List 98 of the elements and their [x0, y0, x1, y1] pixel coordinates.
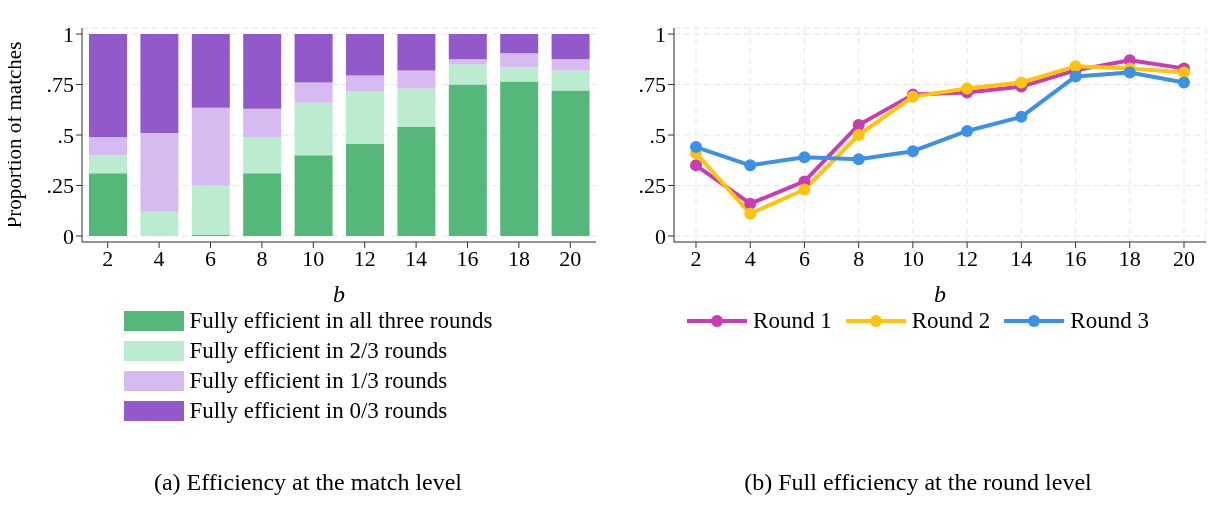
point: [744, 197, 757, 210]
bar: [89, 155, 127, 174]
bar: [89, 137, 127, 156]
y-tick-label: .25: [46, 173, 74, 199]
point: [744, 159, 757, 172]
y-tick-label: .75: [638, 72, 666, 98]
point: [852, 153, 865, 166]
bar: [191, 34, 230, 108]
bar: [448, 84, 487, 236]
bar: [397, 70, 436, 89]
x-tick-label: 10: [901, 245, 924, 271]
point: [1178, 76, 1190, 89]
bar: [89, 34, 127, 138]
x-tick-label: 6: [205, 245, 216, 271]
x-tick-label: 12: [353, 245, 376, 271]
legend-label: Fully efficient in 2/3 rounds: [189, 338, 448, 364]
bar: [551, 34, 590, 60]
legend-label: Round 1: [753, 308, 832, 334]
y-tick-label: 0: [63, 223, 74, 249]
bar: [346, 75, 384, 92]
bar: [346, 144, 384, 236]
x-tick-label: 4: [153, 245, 165, 271]
bar: [500, 34, 539, 54]
point: [906, 145, 919, 158]
legend-label: Fully efficient in all three rounds: [189, 308, 493, 334]
bar: [500, 53, 539, 68]
bar: [140, 34, 179, 133]
bar: [243, 137, 282, 174]
bar: [397, 126, 436, 236]
bar: [500, 81, 539, 236]
x-tick-label: 4: [744, 245, 756, 271]
bar: [448, 59, 487, 65]
bar: [89, 173, 127, 236]
x-tick-label: 2: [102, 245, 114, 271]
y-tick-label: .25: [638, 173, 666, 199]
bar: [397, 34, 436, 71]
x-tick-label: 18: [507, 245, 530, 271]
point: [961, 82, 974, 95]
point: [1178, 66, 1190, 79]
y-tick-label: .5: [57, 122, 74, 148]
bar: [397, 88, 436, 127]
bar: [346, 91, 384, 145]
bar: [551, 59, 590, 71]
x-axis-title: b: [934, 281, 946, 307]
bar: [551, 90, 590, 236]
legend-label: Round 2: [911, 308, 991, 334]
point: [961, 124, 974, 137]
text: (b) Full efficiency at the round level: [743, 469, 1093, 496]
bar: [294, 34, 333, 83]
point: [744, 207, 757, 220]
legend-label: Fully efficient in 1/3 rounds: [189, 368, 448, 394]
x-tick-label: 10: [302, 245, 325, 271]
point: [1123, 66, 1136, 79]
bar: [140, 132, 179, 212]
x-tick-label: 16: [456, 245, 479, 271]
bar: [191, 185, 230, 235]
point: [690, 159, 702, 172]
x-tick-label: 2: [690, 245, 702, 271]
bar: [243, 173, 282, 236]
y-tick-label: 1: [655, 21, 666, 47]
bar: [448, 64, 487, 85]
bar: [243, 34, 282, 109]
bar: [346, 34, 384, 76]
x-tick-label: 6: [798, 245, 810, 271]
x-tick-label: 8: [256, 245, 268, 271]
bar: [294, 82, 333, 103]
y-tick-label: 1: [63, 21, 74, 47]
bar: [191, 107, 230, 186]
x-tick-label: 14: [1010, 245, 1033, 271]
bar: [243, 108, 282, 138]
bar: [140, 211, 179, 236]
legend-label: Round 3: [1070, 308, 1149, 334]
point: [690, 141, 702, 154]
x-tick-label: 20: [559, 245, 582, 271]
bar: [500, 67, 539, 82]
x-tick-label: 14: [405, 245, 428, 271]
x-tick-label: 8: [853, 245, 865, 271]
legend-label: Fully efficient in 0/3 rounds: [189, 398, 448, 424]
y-tick-label: .75: [46, 72, 74, 98]
bar: [551, 70, 590, 91]
x-tick-label: 16: [1064, 245, 1087, 271]
point: [1015, 110, 1028, 123]
bar: [448, 34, 487, 60]
x-tick-label: 20: [1173, 245, 1195, 271]
y-tick-label: .5: [649, 122, 666, 148]
point: [798, 183, 811, 196]
x-axis-title: b: [333, 281, 345, 307]
x-tick-label: 12: [956, 245, 979, 271]
point: [798, 151, 811, 164]
bar: [294, 155, 333, 236]
point: [1015, 76, 1028, 89]
point: [852, 129, 865, 141]
point: [1069, 70, 1082, 83]
bar: [294, 102, 333, 156]
x-tick-label: 18: [1118, 245, 1141, 271]
point: [1069, 60, 1082, 73]
y-tick-label: 0: [655, 223, 666, 249]
text: (a) Efficiency at the match level: [152, 469, 464, 496]
